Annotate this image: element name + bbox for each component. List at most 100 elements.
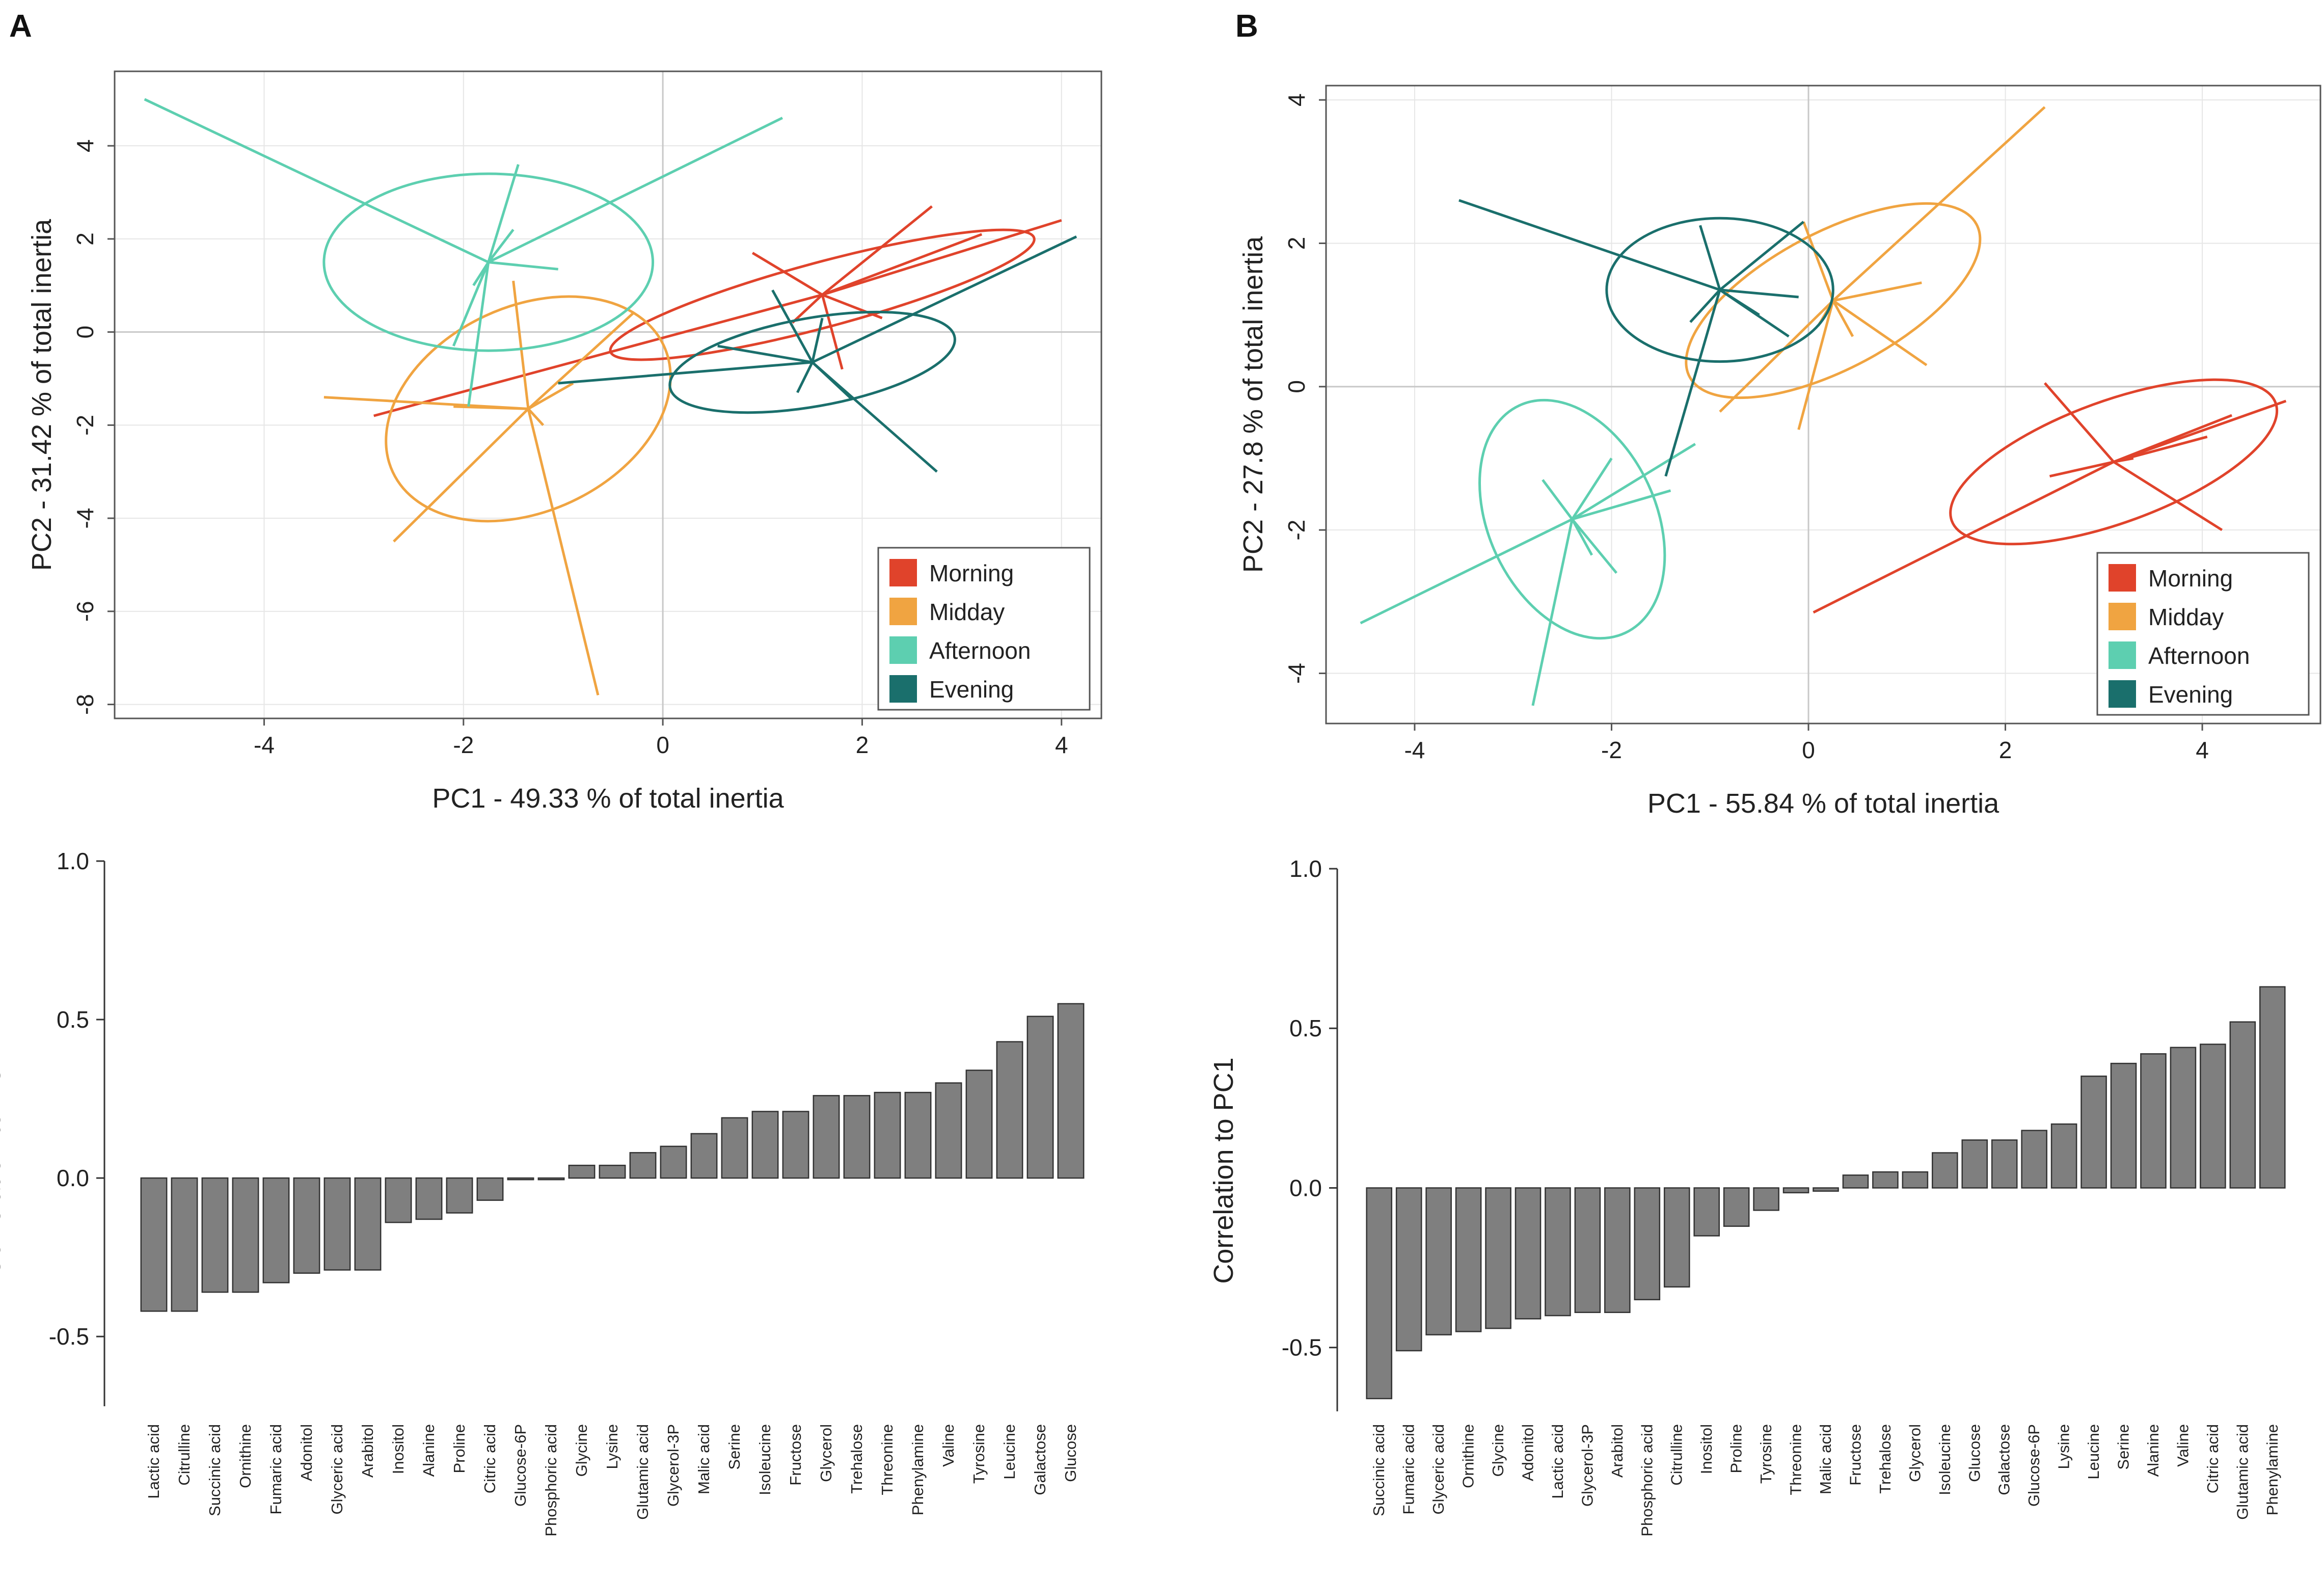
category-label: Glucose [1062, 1424, 1079, 1482]
confidence-ellipse [1949, 378, 2279, 546]
legend-swatch-afternoon [2109, 641, 2136, 669]
series-morning [373, 205, 1062, 417]
bar [2140, 1053, 2167, 1189]
category-label: Succinic acid [206, 1424, 224, 1516]
star-ray [1360, 518, 1573, 625]
confidence-ellipse [385, 295, 672, 523]
y-axis-title: Correlation to PC1 [1208, 1057, 1239, 1283]
bar [843, 1095, 871, 1179]
bar [262, 1177, 290, 1283]
star-ray [1832, 281, 1922, 302]
bar [1782, 1187, 1809, 1194]
bar [751, 1111, 779, 1179]
star-ray [1531, 519, 1574, 706]
category-label: Glycine [1489, 1424, 1507, 1477]
category-label: Glycerol-3P [1578, 1424, 1596, 1507]
star-ray [822, 233, 983, 296]
legend-swatch-evening [889, 675, 917, 703]
bar [537, 1177, 565, 1181]
star-ray [527, 408, 545, 426]
star-ray [822, 219, 1062, 296]
y-axis-title: PC2 - 27.8 % of total inertia [1238, 236, 1268, 573]
bar [813, 1095, 840, 1179]
bar [1366, 1187, 1393, 1400]
star-ray [1542, 479, 1574, 520]
y-tick-label: -4 [1283, 663, 1310, 684]
bar [1961, 1139, 1988, 1189]
star-ray [1832, 299, 1928, 366]
star-ray [373, 293, 823, 417]
bar [965, 1069, 993, 1179]
bar [1872, 1171, 1899, 1189]
category-label: Lysine [2055, 1424, 2073, 1469]
star-ray [527, 382, 574, 410]
category-label: Proline [450, 1424, 468, 1474]
star-ray [791, 293, 823, 324]
category-label: Serine [2115, 1424, 2132, 1470]
category-label: Serine [725, 1424, 743, 1470]
y-tick-label: 2 [72, 232, 98, 246]
bar [782, 1111, 809, 1179]
star-ray [1664, 289, 1721, 477]
legend-label-midday: Midday [2148, 604, 2224, 630]
pca-scatter-a: -4 -2 0 2 4 -8 -6 -4 -2 0 2 4 PC1 - 49.33 % of total… [26, 70, 1102, 814]
star-ray [796, 361, 814, 393]
star-ray [811, 361, 853, 400]
category-label: Glutamic acid [634, 1424, 652, 1520]
x-tick-label: 2 [1999, 737, 2012, 763]
star-ray [1719, 221, 1804, 291]
series-afternoon [144, 98, 783, 407]
category-label: Fructose [787, 1424, 804, 1486]
star-ray [472, 261, 490, 286]
bar [599, 1164, 626, 1179]
category-label: Succinic acid [1370, 1424, 1388, 1516]
bar [2021, 1130, 2047, 1189]
bar [1604, 1187, 1631, 1314]
x-axis-title: PC1 - 49.33 % of total inertia [432, 783, 784, 814]
bar [1723, 1187, 1750, 1227]
star-ray [1571, 518, 1593, 556]
star-ray [771, 289, 814, 363]
category-label: Leucine [1001, 1424, 1018, 1480]
star-ray [2113, 461, 2223, 531]
category-label: Proline [1727, 1424, 1745, 1474]
star-ray [821, 205, 933, 296]
category-label: Glucose-6P [511, 1424, 529, 1507]
bar [2229, 1021, 2256, 1189]
bar [996, 1041, 1023, 1179]
legend-label-afternoon: Afternoon [2148, 642, 2250, 669]
star-ray [393, 408, 529, 543]
category-label: Glucose [1965, 1424, 1983, 1482]
category-label: Alanine [2144, 1424, 2162, 1477]
series-evening [558, 235, 1077, 473]
y-tick-label: 0 [72, 326, 98, 339]
panel-label-b: B [1235, 9, 1258, 44]
y-axis-title: PC2 - 31.42 % of total inertia [26, 219, 57, 571]
y-tick-label: -2 [1283, 520, 1310, 541]
bar [171, 1177, 198, 1312]
category-label: Glycerol-3P [664, 1424, 682, 1507]
bar [2200, 1043, 2226, 1189]
category-label: Lysine [603, 1424, 621, 1469]
series-midday [323, 280, 672, 695]
bar [1574, 1187, 1601, 1314]
y-tick-label: -2 [72, 415, 98, 436]
star-ray [527, 312, 634, 410]
bar [1991, 1139, 2018, 1189]
category-label: Galactose [1031, 1424, 1049, 1495]
legend-swatch-midday [2109, 603, 2136, 630]
category-label: Malic acid [1817, 1424, 1834, 1494]
star-ray [453, 405, 529, 410]
legend-label-midday: Midday [929, 599, 1005, 625]
star-ray [452, 261, 490, 347]
legend-label-evening: Evening [929, 676, 1014, 703]
category-label: Tyrosine [970, 1424, 988, 1484]
star-ray [488, 117, 783, 263]
bar [1545, 1187, 1571, 1317]
star-ray [1699, 225, 1721, 290]
legend-label-evening: Evening [2148, 681, 2233, 708]
y-tick-label: 2 [1283, 237, 1310, 250]
star-ray [1689, 289, 1721, 323]
bar [629, 1152, 657, 1179]
